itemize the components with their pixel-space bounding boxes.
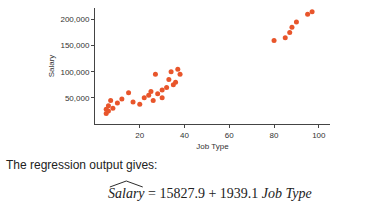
svg-text:150,000: 150,000 [60,41,89,50]
svg-text:60: 60 [225,131,234,140]
html-text:The regression output gives:: The regression output gives: [6,158,158,172]
svg-text:Salary: Salary [47,55,56,78]
svg-text:200,000: 200,000 [60,15,89,24]
svg-text:80: 80 [270,131,279,140]
svg-text:20: 20 [135,131,144,140]
svg-text:Job Type: Job Type [196,142,229,151]
svg-text:100,000: 100,000 [60,68,89,77]
svg-text:50,000: 50,000 [65,94,90,103]
svg-text:40: 40 [180,131,189,140]
svg-text:100: 100 [312,131,326,140]
html-text:Salary = 15827.9 + 1939.1 Job: Salary = 15827.9 + 1939.1 Job Type [108,186,312,201]
